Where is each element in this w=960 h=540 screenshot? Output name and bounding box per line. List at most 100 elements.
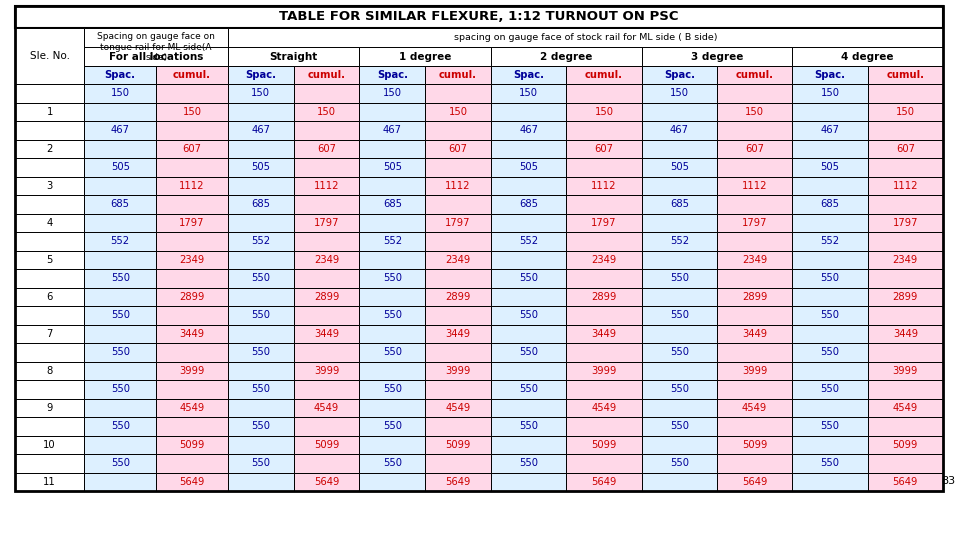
Bar xyxy=(491,195,566,213)
Bar xyxy=(425,139,491,158)
Bar xyxy=(491,306,566,325)
Text: 150: 150 xyxy=(519,88,539,98)
Text: 550: 550 xyxy=(252,310,271,320)
Text: TABLE FOR SIMILAR FLEXURE, 1:12 TURNOUT ON PSC: TABLE FOR SIMILAR FLEXURE, 1:12 TURNOUT … xyxy=(279,10,679,24)
Bar xyxy=(359,103,425,121)
Bar xyxy=(15,361,84,380)
Bar xyxy=(566,158,641,177)
Text: 1797: 1797 xyxy=(180,218,204,228)
Text: 550: 550 xyxy=(252,347,271,357)
Bar xyxy=(228,84,294,103)
Bar xyxy=(491,343,566,361)
Bar xyxy=(641,380,717,399)
Text: 550: 550 xyxy=(670,421,689,431)
Bar xyxy=(84,28,228,66)
Bar xyxy=(228,269,294,287)
Text: 550: 550 xyxy=(821,458,839,468)
Text: 2899: 2899 xyxy=(893,292,918,302)
Bar xyxy=(792,232,868,251)
Text: 685: 685 xyxy=(519,199,539,209)
Bar xyxy=(15,28,84,84)
Bar xyxy=(491,139,566,158)
Bar xyxy=(84,103,156,121)
Text: 685: 685 xyxy=(670,199,689,209)
Text: 3449: 3449 xyxy=(445,329,470,339)
Bar xyxy=(156,343,228,361)
Text: 550: 550 xyxy=(383,421,402,431)
Text: 150: 150 xyxy=(448,107,468,117)
Bar xyxy=(156,325,228,343)
Bar xyxy=(566,399,641,417)
Bar xyxy=(792,213,868,232)
Bar xyxy=(15,121,84,139)
Bar xyxy=(641,84,717,103)
Text: 3999: 3999 xyxy=(314,366,339,376)
Bar xyxy=(156,66,228,84)
Bar xyxy=(425,454,491,472)
Bar xyxy=(359,232,425,251)
Text: 150: 150 xyxy=(383,88,402,98)
Text: 550: 550 xyxy=(383,384,402,394)
Text: 2349: 2349 xyxy=(893,255,918,265)
Bar xyxy=(294,66,359,84)
Bar xyxy=(566,84,641,103)
Bar xyxy=(84,232,156,251)
Bar xyxy=(868,361,943,380)
Bar xyxy=(294,103,359,121)
Bar xyxy=(792,139,868,158)
Text: 467: 467 xyxy=(252,125,271,135)
Bar xyxy=(868,417,943,435)
Bar xyxy=(359,177,425,195)
Text: 1112: 1112 xyxy=(314,181,339,191)
Text: 685: 685 xyxy=(252,199,271,209)
Text: cumul.: cumul. xyxy=(735,70,774,80)
Bar xyxy=(156,399,228,417)
Text: 4549: 4549 xyxy=(742,403,767,413)
Bar xyxy=(359,158,425,177)
Bar xyxy=(156,232,228,251)
Bar xyxy=(156,472,228,491)
Text: 550: 550 xyxy=(383,310,402,320)
Bar xyxy=(792,269,868,287)
Bar xyxy=(359,435,425,454)
Text: 1797: 1797 xyxy=(445,218,470,228)
Bar xyxy=(641,121,717,139)
Bar xyxy=(359,472,425,491)
Text: 607: 607 xyxy=(182,144,202,154)
Bar xyxy=(228,103,294,121)
Bar xyxy=(84,325,156,343)
Bar xyxy=(84,84,156,103)
Text: 607: 607 xyxy=(896,144,915,154)
Bar xyxy=(717,454,792,472)
Bar xyxy=(228,66,294,84)
Bar xyxy=(641,343,717,361)
Bar xyxy=(641,454,717,472)
Bar xyxy=(868,435,943,454)
Text: 150: 150 xyxy=(182,107,202,117)
Bar xyxy=(294,251,359,269)
Text: 2349: 2349 xyxy=(314,255,339,265)
Text: 607: 607 xyxy=(745,144,764,154)
Text: 5649: 5649 xyxy=(742,477,767,487)
Bar xyxy=(425,269,491,287)
Bar xyxy=(792,84,868,103)
Text: 9: 9 xyxy=(46,403,53,413)
Bar xyxy=(294,84,359,103)
Bar xyxy=(717,399,792,417)
Bar xyxy=(792,380,868,399)
Bar xyxy=(641,417,717,435)
Bar xyxy=(15,417,84,435)
Bar xyxy=(359,251,425,269)
Bar xyxy=(792,472,868,491)
Bar xyxy=(566,121,641,139)
Bar xyxy=(84,454,156,472)
Bar xyxy=(792,66,868,84)
Bar xyxy=(566,435,641,454)
Text: 3 degree: 3 degree xyxy=(691,51,743,62)
Text: 550: 550 xyxy=(821,310,839,320)
Text: 150: 150 xyxy=(670,88,689,98)
Bar xyxy=(294,435,359,454)
Bar xyxy=(491,287,566,306)
Bar xyxy=(294,399,359,417)
Bar xyxy=(566,195,641,213)
